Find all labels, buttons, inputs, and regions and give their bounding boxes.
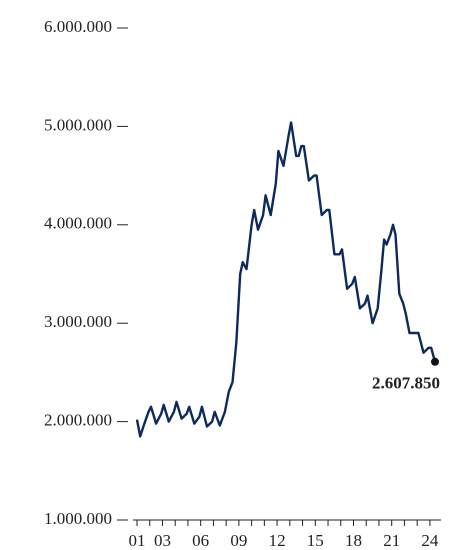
x-tick-label: 24 (421, 531, 439, 550)
y-tick-label: 1.000.000 (44, 509, 112, 528)
x-tick-label: 21 (383, 531, 400, 550)
x-tick-label: 03 (154, 531, 171, 550)
x-tick-label: 01 (129, 531, 146, 550)
x-tick-label: 09 (230, 531, 247, 550)
value-label: 2.607.850 (372, 374, 440, 393)
y-tick-label: 6.000.000 (44, 17, 112, 36)
end-point (431, 357, 439, 366)
x-tick-label: 06 (192, 531, 209, 550)
y-tick-label: 3.000.000 (44, 312, 112, 331)
y-tick-label: 5.000.000 (44, 115, 112, 134)
x-tick-label: 15 (307, 531, 324, 550)
x-tick-label: 18 (345, 531, 362, 550)
x-tick-label: 12 (269, 531, 286, 550)
y-tick-label: 4.000.000 (44, 214, 112, 233)
y-tick-label: 2.000.000 (44, 411, 112, 430)
line (135, 121, 437, 438)
